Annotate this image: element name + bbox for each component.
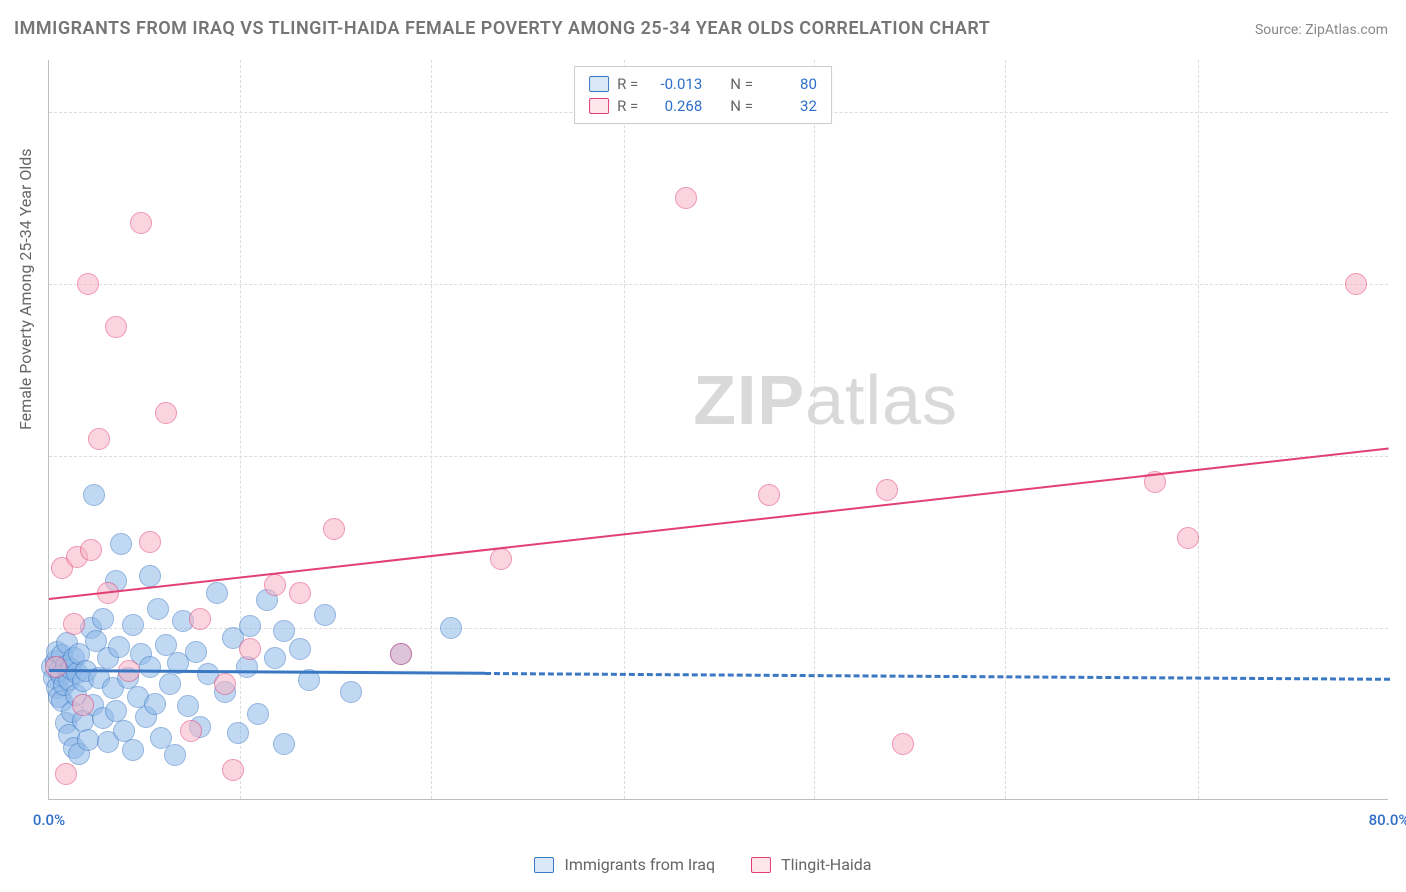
legend-stats: R = -0.013 N = 80 R = 0.268 N = 32 [574, 66, 832, 124]
gridline-vertical [624, 60, 625, 799]
r-value: -0.013 [646, 75, 702, 93]
scatter-point-iraq [77, 729, 99, 751]
scatter-point-tlingit [1345, 273, 1367, 295]
scatter-point-iraq [83, 484, 105, 506]
legend-label: Immigrants from Iraq [564, 855, 715, 874]
scatter-point-iraq [264, 647, 286, 669]
scatter-point-tlingit [675, 187, 697, 209]
gridline-vertical [431, 60, 432, 799]
scatter-point-tlingit [88, 428, 110, 450]
scatter-point-iraq [340, 681, 362, 703]
legend-item-iraq: Immigrants from Iraq [534, 855, 715, 874]
scatter-point-iraq [144, 693, 166, 715]
scatter-point-tlingit [180, 720, 202, 742]
gridline-horizontal [49, 456, 1388, 457]
legend-swatch [589, 76, 609, 92]
legend-swatch [751, 857, 771, 873]
r-label: R = [617, 97, 638, 115]
scatter-point-tlingit [189, 608, 211, 630]
gridline-vertical [814, 60, 815, 799]
scatter-point-iraq [177, 695, 199, 717]
legend-label: Tlingit-Haida [781, 855, 871, 874]
scatter-point-tlingit [155, 402, 177, 424]
scatter-point-iraq [239, 615, 261, 637]
scatter-point-iraq [139, 656, 161, 678]
scatter-point-iraq [159, 673, 181, 695]
scatter-point-iraq [273, 733, 295, 755]
r-label: R = [617, 75, 638, 93]
scatter-point-iraq [440, 617, 462, 639]
trend-line [49, 447, 1389, 600]
scatter-point-tlingit [55, 763, 77, 785]
scatter-point-iraq [122, 739, 144, 761]
scatter-point-iraq [185, 641, 207, 663]
source-label: Source: ZipAtlas.com [1255, 22, 1388, 38]
scatter-point-tlingit [758, 484, 780, 506]
n-label: N = [730, 75, 753, 93]
scatter-point-iraq [122, 614, 144, 636]
scatter-point-tlingit [63, 613, 85, 635]
scatter-point-tlingit [45, 656, 67, 678]
legend-item-tlingit: Tlingit-Haida [751, 855, 871, 874]
scatter-point-tlingit [80, 539, 102, 561]
x-tick-label: 80.0% [1369, 811, 1406, 829]
plot-area: ZIPatlas 20.0%40.0%60.0%80.0%0.0%80.0% [48, 60, 1388, 800]
gridline-vertical [1198, 60, 1199, 799]
scatter-point-iraq [247, 703, 269, 725]
gridline-vertical [1005, 60, 1006, 799]
scatter-point-iraq [314, 604, 336, 626]
r-value: 0.268 [646, 97, 702, 115]
scatter-point-tlingit [490, 548, 512, 570]
n-value: 80 [761, 75, 817, 93]
y-axis-label: Female Poverty Among 25-34 Year Olds [16, 148, 35, 430]
watermark-bold: ZIP [693, 361, 805, 439]
legend-swatch [534, 857, 554, 873]
scatter-point-iraq [92, 608, 114, 630]
n-value: 32 [761, 97, 817, 115]
chart-container: IMMIGRANTS FROM IRAQ VS TLINGIT-HAIDA FE… [0, 0, 1406, 892]
scatter-point-iraq [227, 722, 249, 744]
scatter-point-tlingit [222, 759, 244, 781]
gridline-vertical [240, 60, 241, 799]
trend-line [49, 669, 485, 675]
scatter-point-iraq [105, 700, 127, 722]
scatter-point-tlingit [139, 531, 161, 553]
scatter-point-iraq [273, 620, 295, 642]
legend-stats-row-iraq: R = -0.013 N = 80 [589, 73, 817, 95]
scatter-point-tlingit [892, 733, 914, 755]
scatter-point-iraq [164, 744, 186, 766]
legend-swatch [589, 98, 609, 114]
scatter-point-tlingit [239, 638, 261, 660]
scatter-point-tlingit [77, 273, 99, 295]
watermark-light: atlas [805, 361, 958, 439]
scatter-point-tlingit [876, 479, 898, 501]
x-tick-label: 0.0% [33, 811, 65, 829]
scatter-point-tlingit [390, 643, 412, 665]
scatter-point-tlingit [214, 673, 236, 695]
scatter-point-iraq [289, 638, 311, 660]
scatter-point-iraq [110, 533, 132, 555]
scatter-point-tlingit [105, 316, 127, 338]
n-label: N = [730, 97, 753, 115]
scatter-point-iraq [108, 636, 130, 658]
legend-series: Immigrants from Iraq Tlingit-Haida [0, 855, 1406, 874]
chart-title: IMMIGRANTS FROM IRAQ VS TLINGIT-HAIDA FE… [14, 18, 990, 39]
scatter-point-iraq [147, 598, 169, 620]
scatter-point-tlingit [323, 518, 345, 540]
scatter-point-tlingit [130, 212, 152, 234]
watermark: ZIPatlas [693, 360, 958, 440]
scatter-point-tlingit [72, 694, 94, 716]
gridline-horizontal [49, 284, 1388, 285]
trend-line [484, 672, 1389, 681]
scatter-point-tlingit [264, 574, 286, 596]
scatter-point-iraq [206, 582, 228, 604]
scatter-point-iraq [139, 565, 161, 587]
legend-stats-row-tlingit: R = 0.268 N = 32 [589, 95, 817, 117]
scatter-point-tlingit [289, 582, 311, 604]
scatter-point-tlingit [1177, 527, 1199, 549]
